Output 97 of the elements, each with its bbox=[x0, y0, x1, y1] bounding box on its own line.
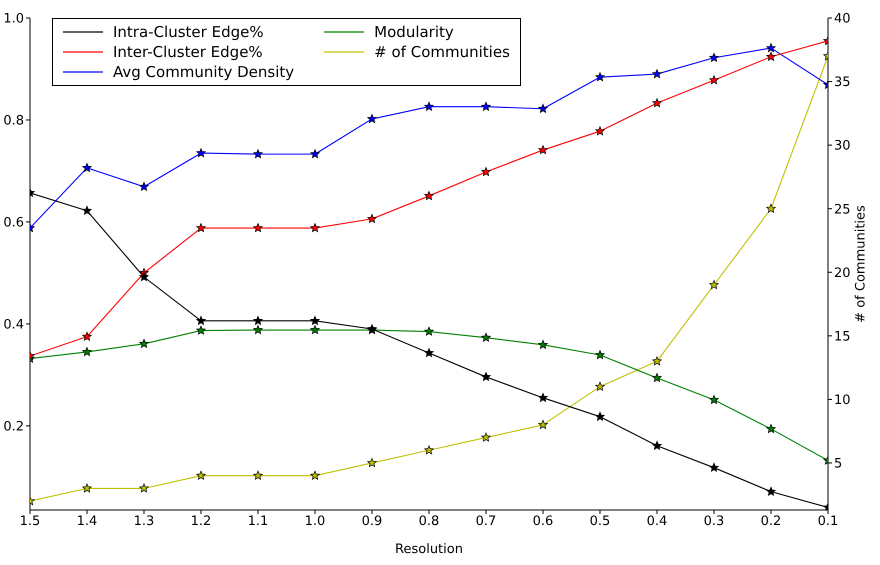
point bbox=[367, 458, 377, 467]
point bbox=[481, 167, 491, 176]
point bbox=[82, 206, 92, 215]
point bbox=[139, 484, 149, 492]
x-tick-label: 0.3 bbox=[704, 514, 724, 530]
y-tick-label: 1.0 bbox=[3, 12, 24, 27]
point bbox=[709, 75, 719, 84]
point bbox=[481, 332, 491, 342]
point bbox=[652, 69, 662, 78]
point bbox=[538, 104, 548, 113]
point bbox=[367, 214, 377, 223]
x-tick-label: 1.4 bbox=[76, 514, 98, 530]
point bbox=[139, 272, 149, 281]
y-tick-label: 0.8 bbox=[3, 114, 24, 129]
point bbox=[766, 486, 776, 496]
point bbox=[139, 182, 149, 191]
point bbox=[538, 420, 548, 429]
point bbox=[766, 424, 776, 433]
x-axis-title: Resolution bbox=[395, 542, 463, 557]
point bbox=[196, 148, 206, 158]
point bbox=[595, 72, 605, 82]
y2-tick-label: 35 bbox=[834, 75, 851, 90]
y2-tick-label: 5 bbox=[834, 456, 842, 472]
x-tick-label: 1.3 bbox=[134, 514, 154, 530]
y2-tick-label: 10 bbox=[834, 393, 851, 408]
y2-tick-label: 25 bbox=[834, 202, 851, 218]
legend-label: Intra-Cluster Edge% bbox=[113, 23, 264, 41]
point bbox=[196, 470, 206, 480]
x-tick-label: 0.8 bbox=[418, 514, 440, 530]
point bbox=[424, 445, 434, 454]
point bbox=[196, 326, 206, 335]
point bbox=[652, 373, 662, 382]
point bbox=[253, 325, 263, 334]
x-tick-label: 0.6 bbox=[532, 514, 554, 530]
point bbox=[709, 52, 719, 62]
point bbox=[652, 356, 662, 366]
point bbox=[481, 372, 491, 381]
y-tick-label: 0.4 bbox=[3, 318, 24, 333]
point bbox=[139, 338, 149, 348]
x-tick-label: 0.1 bbox=[818, 514, 838, 530]
point bbox=[709, 462, 719, 472]
y2-tick-label: 40 bbox=[834, 12, 851, 27]
point bbox=[253, 149, 263, 158]
legend-label: # of Communities bbox=[374, 43, 510, 61]
point bbox=[196, 316, 206, 325]
point bbox=[253, 316, 263, 325]
point bbox=[82, 163, 92, 172]
point bbox=[310, 316, 320, 325]
point bbox=[538, 340, 548, 349]
point bbox=[82, 332, 92, 341]
point bbox=[595, 412, 605, 421]
point bbox=[766, 43, 776, 52]
x-tick-label: 0.9 bbox=[362, 514, 382, 530]
x-tick-label: 1.0 bbox=[304, 514, 326, 530]
legend-label: Inter-Cluster Edge% bbox=[113, 43, 263, 61]
point bbox=[595, 350, 605, 359]
y2-tick-label: 15 bbox=[834, 329, 851, 344]
point bbox=[766, 204, 776, 213]
x-tick-label: 0.4 bbox=[646, 514, 668, 530]
point bbox=[424, 102, 434, 111]
y2-tick-label: 30 bbox=[834, 138, 851, 154]
x-tick-label: 0.5 bbox=[590, 514, 610, 530]
x-tick-label: 0.2 bbox=[760, 514, 782, 530]
point bbox=[766, 52, 776, 61]
x-tick-label: 1.2 bbox=[190, 514, 212, 530]
y-tick-label: 0.6 bbox=[3, 216, 24, 231]
point bbox=[538, 145, 548, 154]
point bbox=[253, 470, 263, 480]
point bbox=[652, 98, 662, 108]
point bbox=[310, 223, 320, 232]
point bbox=[424, 326, 434, 336]
legend-label: Avg Community Density bbox=[113, 63, 294, 81]
y2-axis-title: # of Communities bbox=[854, 204, 869, 323]
point bbox=[538, 392, 548, 402]
y2-tick-label: 20 bbox=[834, 266, 851, 281]
point bbox=[367, 114, 377, 123]
point bbox=[709, 395, 719, 404]
point bbox=[709, 280, 719, 289]
x-tick-label: 0.7 bbox=[476, 514, 496, 530]
point bbox=[481, 432, 491, 442]
point bbox=[595, 126, 605, 136]
point bbox=[253, 223, 263, 232]
point bbox=[424, 348, 434, 357]
point bbox=[310, 470, 320, 480]
point bbox=[82, 484, 92, 492]
point bbox=[310, 325, 320, 334]
point bbox=[424, 191, 434, 200]
point bbox=[481, 102, 491, 111]
legend-label: Modularity bbox=[374, 23, 454, 41]
point bbox=[595, 382, 605, 391]
point bbox=[652, 440, 662, 450]
y-tick-label: 0.2 bbox=[3, 419, 24, 434]
point bbox=[82, 347, 92, 356]
point bbox=[196, 223, 206, 232]
x-tick-label: 1.5 bbox=[20, 514, 40, 530]
x-tick-label: 1.1 bbox=[248, 514, 268, 530]
point bbox=[310, 149, 320, 158]
